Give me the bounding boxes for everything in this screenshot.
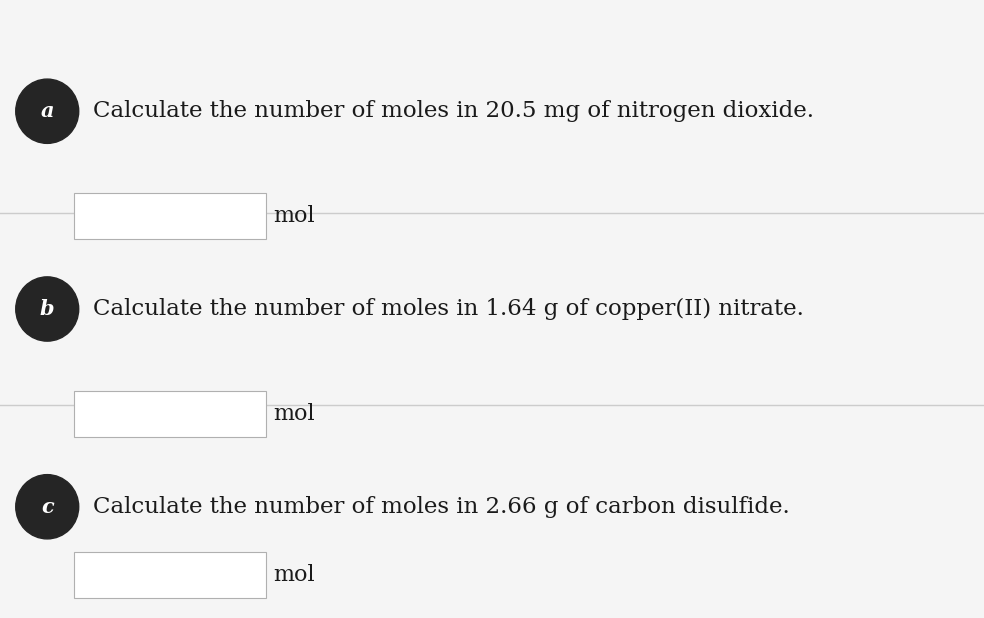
Text: c: c bbox=[41, 497, 53, 517]
Text: Calculate the number of moles in 1.64 g of copper(II) nitrate.: Calculate the number of moles in 1.64 g … bbox=[93, 298, 804, 320]
FancyBboxPatch shape bbox=[74, 391, 266, 438]
FancyBboxPatch shape bbox=[74, 551, 266, 598]
Text: Calculate the number of moles in 20.5 mg of nitrogen dioxide.: Calculate the number of moles in 20.5 mg… bbox=[93, 100, 815, 122]
Text: mol: mol bbox=[274, 205, 315, 227]
Text: Calculate the number of moles in 2.66 g of carbon disulfide.: Calculate the number of moles in 2.66 g … bbox=[93, 496, 790, 518]
Ellipse shape bbox=[16, 475, 79, 539]
Text: mol: mol bbox=[274, 564, 315, 586]
Text: mol: mol bbox=[274, 403, 315, 425]
Ellipse shape bbox=[16, 79, 79, 143]
Text: b: b bbox=[40, 299, 54, 319]
Text: a: a bbox=[40, 101, 54, 121]
FancyBboxPatch shape bbox=[74, 193, 266, 239]
Ellipse shape bbox=[16, 277, 79, 341]
